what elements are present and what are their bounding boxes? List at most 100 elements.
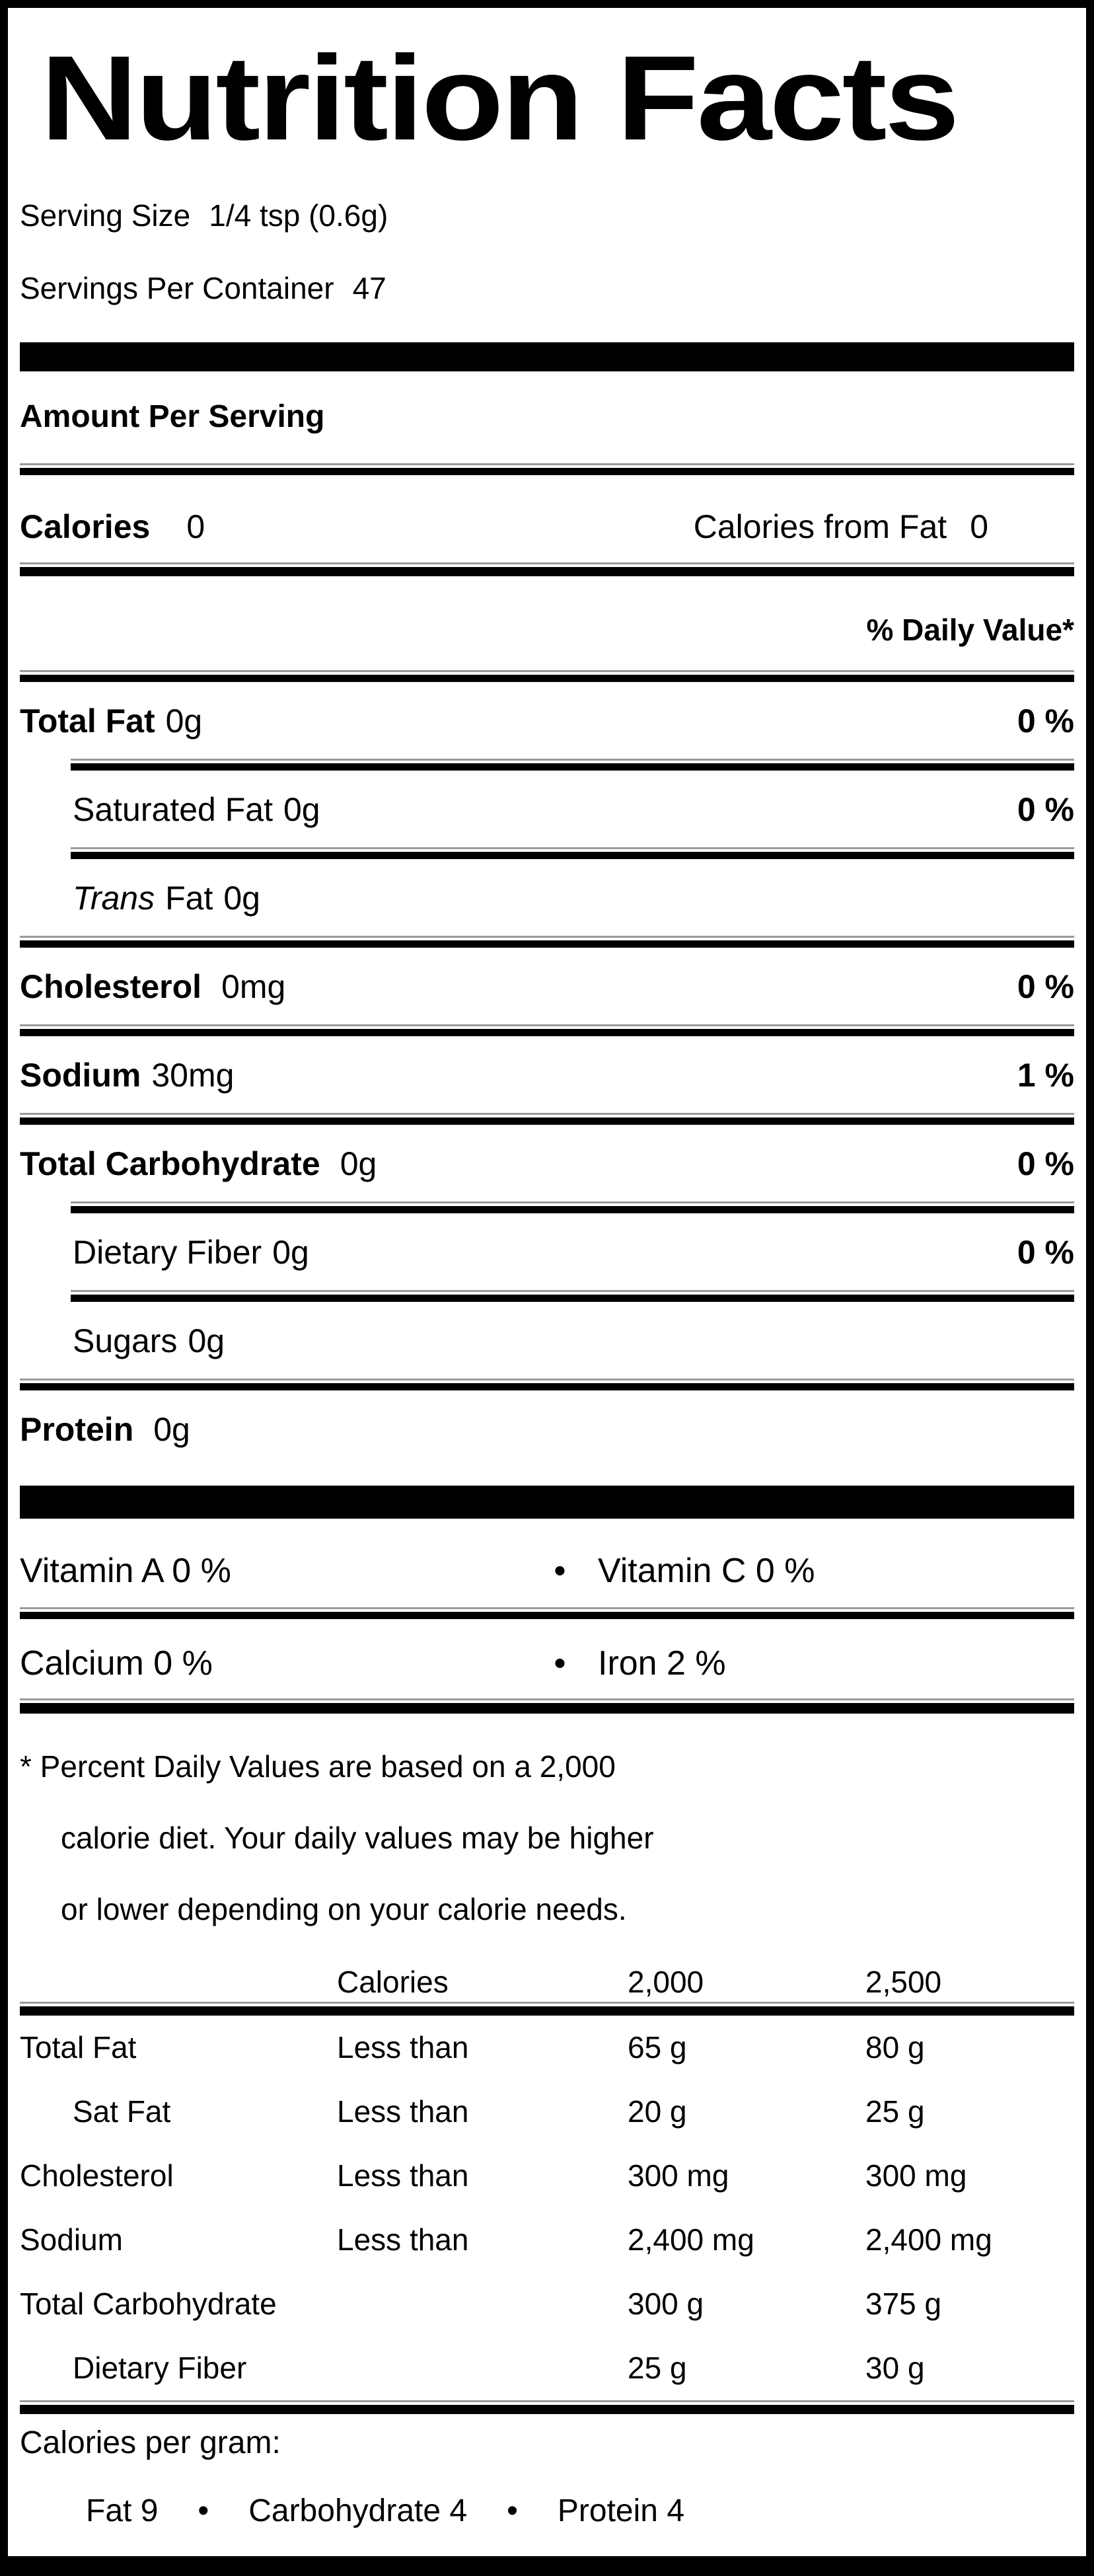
nutrient-dv: 0 %	[1017, 967, 1074, 1005]
nutrient-amount: 0g	[223, 879, 260, 917]
nutrient-name: Fat	[165, 879, 213, 917]
table-row-total-carbohydrate: Total Carbohydrate 300 g 375 g	[20, 2272, 1074, 2336]
nutrient-amount: 0g	[165, 702, 203, 739]
nutrient-row-sugars: Sugars 0g	[20, 1302, 1074, 1379]
calories-row: Calories 0 Calories from Fat 0	[20, 475, 1074, 562]
nutrient-label: Sodium 30mg	[20, 1056, 1017, 1094]
footnote-line: * Percent Daily Values are based on a 2,…	[20, 1749, 616, 1784]
footnote-line: calorie diet. Your daily values may be h…	[61, 1821, 654, 1856]
vitamin-row-a-c: Vitamin A 0 % • Vitamin C 0 %	[20, 1519, 1074, 1607]
table-cell-2000: 20 g	[628, 2094, 687, 2129]
nutrient-amount: 0g	[188, 1322, 225, 1359]
rule	[20, 1378, 1074, 1390]
nutrient-amount: 0g	[283, 790, 320, 828]
nutrient-amount: 0g	[340, 1145, 377, 1182]
rule	[20, 463, 1074, 475]
rule	[20, 562, 1074, 576]
section-divider-bar	[20, 342, 1074, 372]
bullet-separator: •	[198, 2493, 209, 2528]
nutrient-name: Sodium	[20, 1056, 141, 1094]
nutrient-row-protein: Protein 0g	[20, 1390, 1074, 1467]
daily-value-header: % Daily Value*	[866, 612, 1075, 647]
rule	[20, 669, 1074, 682]
nutrient-amount: 0g	[153, 1410, 190, 1448]
nutrient-name: Cholesterol	[20, 967, 202, 1005]
table-cell-2500: 25 g	[865, 2094, 925, 2129]
rule	[20, 1607, 1074, 1620]
table-cell-2500: 375 g	[865, 2287, 942, 2322]
rule	[71, 1201, 1074, 1213]
vitamin-a-value: Vitamin A 0 %	[20, 1551, 231, 1590]
daily-values-footnote: * Percent Daily Values are based on a 2,…	[20, 1731, 1074, 1945]
label-title: Nutrition Facts	[40, 30, 959, 165]
nutrient-name: Sugars	[73, 1322, 178, 1359]
table-cell-2500: 80 g	[865, 2030, 925, 2065]
serving-size-label: Serving Size	[20, 198, 191, 233]
calories-label: Calories	[20, 508, 151, 545]
nutrient-dv: 0 %	[1017, 1145, 1074, 1182]
nutrient-label: Protein 0g	[20, 1410, 1074, 1449]
table-cell-2500: 30 g	[865, 2351, 925, 2386]
nutrient-dv: 1 %	[1017, 1056, 1074, 1094]
table-row-sat-fat: Sat Fat Less than 20 g 25 g	[20, 2080, 1074, 2144]
nutrient-dv: 0 %	[1017, 1233, 1074, 1271]
section-divider-bar	[20, 1485, 1074, 1519]
table-cell-label: Sat Fat	[73, 2094, 171, 2129]
rule	[20, 935, 1074, 948]
rule	[71, 847, 1074, 859]
calcium-value: Calcium 0 %	[20, 1644, 213, 1683]
nutrient-name: Dietary Fiber	[73, 1233, 262, 1271]
protein-per-gram: Protein 4	[557, 2493, 685, 2528]
table-cell-qualifier: Less than	[337, 2030, 469, 2065]
nutrient-row-saturated-fat: Saturated Fat 0g 0 %	[20, 771, 1074, 847]
nutrient-name-italic: Trans	[73, 879, 155, 917]
nutrient-amount: 30mg	[151, 1056, 235, 1094]
table-cell-2500: 2,400 mg	[865, 2222, 992, 2257]
carbohydrate-per-gram: Carbohydrate 4	[248, 2493, 468, 2528]
table-cell-label: Dietary Fiber	[73, 2351, 247, 2386]
table-cell-label: Total Carbohydrate	[20, 2287, 277, 2322]
table-cell-qualifier: Less than	[337, 2158, 469, 2193]
table-header-row: Calories 2,000 2,500	[20, 1954, 1074, 2002]
serving-size-line: Serving Size 1/4 tsp (0.6g)	[20, 196, 1074, 236]
table-cell-2000: 300 g	[628, 2287, 704, 2322]
nutrient-label: Trans Fat 0g	[20, 879, 1074, 917]
table-cell-2000: 2,400 mg	[628, 2222, 754, 2257]
nutrient-name: Total Carbohydrate	[20, 1145, 320, 1182]
table-cell-2500: 300 mg	[865, 2158, 967, 2193]
servings-per-container-value: 47	[352, 270, 386, 305]
rule	[71, 758, 1074, 771]
table-row-total-fat: Total Fat Less than 65 g 80 g	[20, 2016, 1074, 2080]
table-cell-qualifier: Less than	[337, 2094, 469, 2129]
calories-value: 0	[186, 508, 205, 545]
table-header-2000: 2,000	[628, 1965, 704, 2000]
calories-per-gram-values: Fat 9 • Carbohydrate 4 • Protein 4	[20, 2491, 1074, 2531]
nutrient-label: Saturated Fat 0g	[20, 790, 1017, 829]
table-cell-2000: 25 g	[628, 2351, 687, 2386]
rule	[20, 1698, 1074, 1714]
fat-per-gram: Fat 9	[86, 2493, 159, 2528]
rule	[20, 1112, 1074, 1125]
table-row-sodium: Sodium Less than 2,400 mg 2,400 mg	[20, 2208, 1074, 2272]
rule	[20, 2400, 1074, 2415]
table-header-calories: Calories	[337, 1965, 449, 2000]
nutrient-label: Dietary Fiber 0g	[20, 1233, 1017, 1271]
serving-size-value: 1/4 tsp (0.6g)	[209, 198, 388, 233]
table-cell-label: Cholesterol	[20, 2158, 174, 2193]
nutrient-row-cholesterol: Cholesterol 0mg 0 %	[20, 948, 1074, 1024]
table-cell-label: Total Fat	[20, 2030, 137, 2065]
calories-from-fat: Calories from Fat 0	[694, 507, 988, 547]
nutrient-label: Total Carbohydrate 0g	[20, 1145, 1017, 1183]
table-cell-2000: 65 g	[628, 2030, 687, 2065]
nutrient-name: Total Fat	[20, 702, 155, 739]
bullet-separator: •	[507, 2493, 518, 2528]
nutrient-amount: 0g	[272, 1233, 309, 1271]
table-header-2500: 2,500	[865, 1965, 942, 2000]
calories-from-fat-value: 0	[970, 508, 988, 545]
iron-value: Iron 2 %	[598, 1644, 726, 1683]
vitamin-row-calcium-iron: Calcium 0 % • Iron 2 %	[20, 1619, 1074, 1698]
nutrient-row-dietary-fiber: Dietary Fiber 0g 0 %	[20, 1213, 1074, 1290]
table-header-spacer	[20, 1963, 337, 2002]
table-row-cholesterol: Cholesterol Less than 300 mg 300 mg	[20, 2144, 1074, 2208]
vitamin-c-value: Vitamin C 0 %	[598, 1551, 815, 1590]
